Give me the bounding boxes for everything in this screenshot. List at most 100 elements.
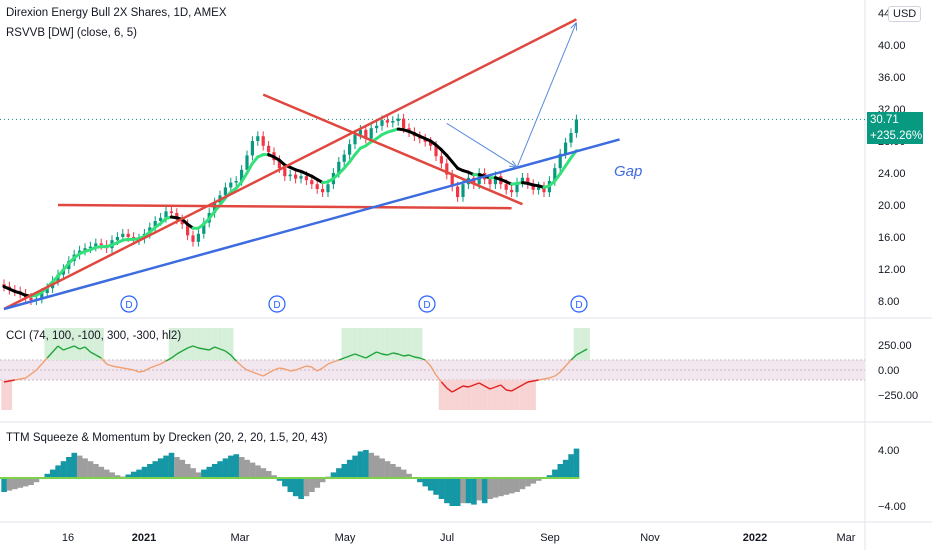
cci-over-shade [184,328,191,360]
cci-over-shade [390,328,396,360]
x-tick-label: 2021 [132,532,156,544]
candle [504,184,508,190]
cci-segment [311,366,318,372]
cci-under-shade [454,380,461,410]
cci-segment [79,346,86,350]
cci-segment [262,372,269,377]
cci-over-shade [352,328,358,360]
ttm-bar [109,472,115,478]
cci-over-shade [168,328,175,360]
cci-segment [581,348,588,353]
cci-segment [370,351,377,356]
cci-over-shade [573,328,580,360]
cci-segment [230,354,237,362]
ttm-bar [12,478,18,490]
candle [240,169,244,181]
cci-over-shade [55,328,61,360]
cci-over-shade [60,328,67,360]
candle [310,180,314,185]
cci-under-shade [530,380,536,410]
cci-y-tick-label: −250.00 [878,390,918,402]
cci-segment [327,361,334,365]
ttm-bar [66,457,72,478]
currency-label[interactable]: USD [888,6,922,22]
ttm-bar [535,478,542,481]
ttm-bar [206,466,213,478]
ttm-bar [400,469,407,478]
ttm-bar [184,464,191,478]
candle [202,222,206,234]
projection-line [516,22,577,168]
projection-line [446,122,518,168]
cci-segment [570,354,577,361]
cci-over-shade [368,328,374,360]
ttm-bar [55,465,61,478]
candle [191,235,195,242]
cci-segment [133,369,140,373]
cci-under-shade [460,380,466,410]
cci-segment [257,373,264,377]
cci-over-shade [379,328,385,360]
ttm-bar [287,478,294,492]
last-change-tag: +235.26% [867,128,923,144]
cci-segment [160,360,167,365]
candle [429,141,433,146]
cci-under-shade [481,380,488,410]
cci-segment [35,363,43,371]
candle [439,156,443,164]
cci-segment [506,389,512,392]
cci-segment [349,353,356,357]
ttm-bar [163,455,169,478]
cci-over-shade [341,328,347,360]
ttm-bar [71,452,78,478]
rsvvb-segment [245,161,254,175]
y-tick-label: 24.00 [878,168,906,180]
cci-segment [468,384,475,388]
cci-segment [100,357,108,365]
candle [515,182,519,193]
candle [461,184,465,197]
ttm-bar [233,454,240,478]
ttm-bar [141,466,148,478]
candle [45,288,49,293]
cci-segment [14,378,21,381]
candle [369,128,373,139]
ttm-bar [546,475,553,478]
cci-segment [489,386,496,390]
ttm-bar [22,478,29,487]
cci-segment [484,385,491,390]
cci-segment [68,345,75,349]
cci-under-shade [492,380,499,410]
cci-segment [316,367,323,372]
cci-under-shade [449,380,455,410]
cci-segment [543,377,550,380]
ttm-bar [152,461,159,478]
candle [472,177,476,185]
ttm-bar [492,478,499,498]
ttm-bar [514,478,520,492]
ttm-bar [352,455,358,478]
candle [358,129,362,135]
cci-segment [397,353,404,357]
dividend-marker [268,295,286,313]
cci-segment [128,368,134,371]
cci-over-shade [584,328,590,360]
cci-over-shade [406,328,412,360]
ttm-bar [255,465,261,478]
ttm-bar [449,478,456,506]
candle [558,153,562,169]
x-tick-label: Mar [837,532,856,544]
ttm-bar [487,478,493,499]
cci-segment [52,345,59,353]
candle [88,246,92,249]
cci-over-shade [579,328,585,360]
ttm-bar [28,478,34,485]
candle [40,293,44,299]
x-tick-label: Jul [440,532,454,544]
cci-segment [451,388,458,393]
cci-segment [478,382,485,387]
ttm-bar [562,459,569,478]
cci-over-shade [363,328,369,360]
cci-under-shade [471,380,477,410]
